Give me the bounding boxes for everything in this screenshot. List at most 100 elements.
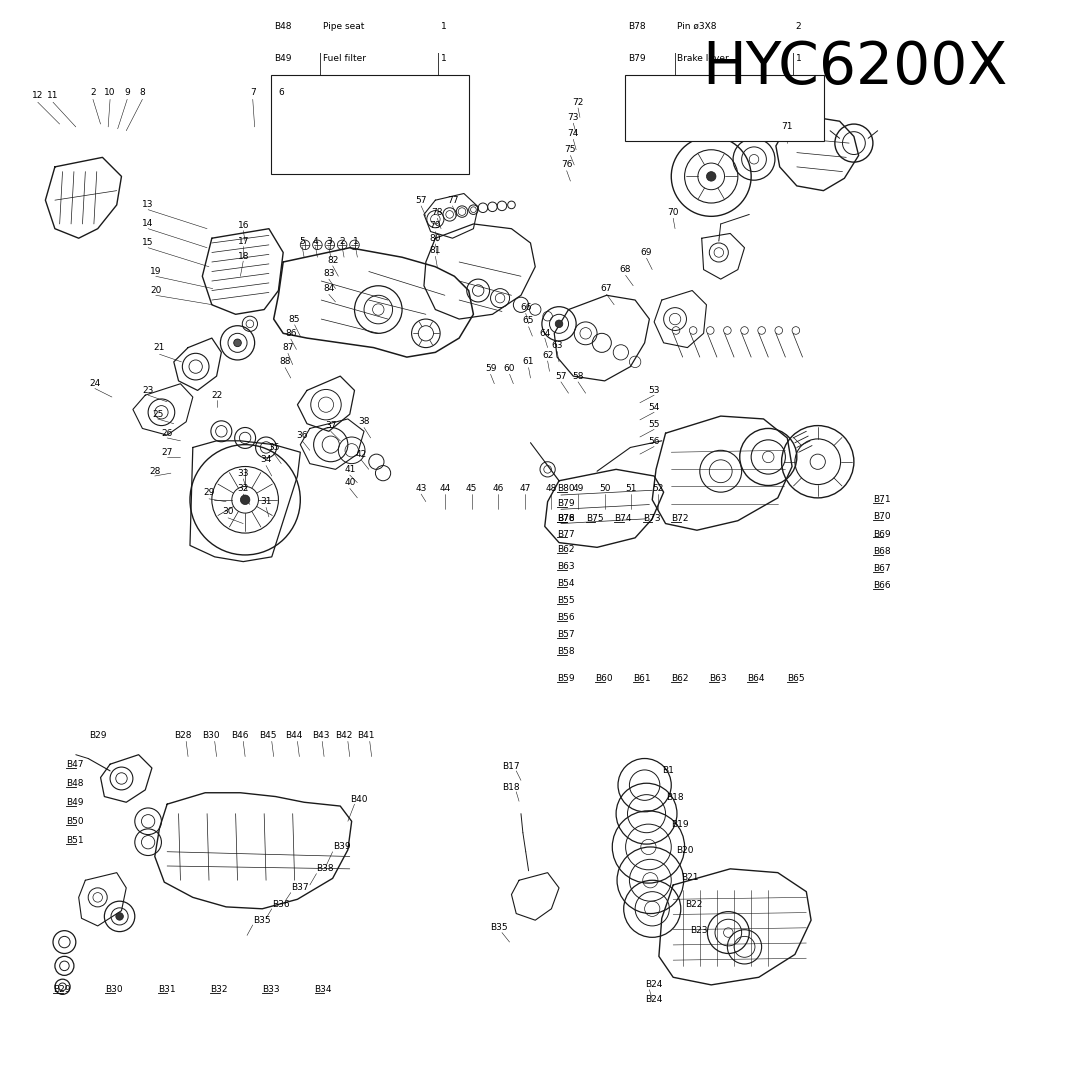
Text: B30: B30 bbox=[106, 985, 123, 994]
Text: B54: B54 bbox=[557, 579, 575, 588]
Text: B76: B76 bbox=[557, 514, 575, 524]
Text: 22: 22 bbox=[211, 391, 222, 400]
Text: B37: B37 bbox=[291, 883, 309, 892]
Text: B18: B18 bbox=[502, 783, 519, 792]
Circle shape bbox=[555, 320, 563, 327]
Text: B33: B33 bbox=[262, 985, 280, 994]
Text: B62: B62 bbox=[672, 674, 689, 684]
Text: 19: 19 bbox=[150, 267, 162, 276]
Text: B55: B55 bbox=[557, 596, 575, 605]
Bar bbox=[625, 76, 824, 141]
Text: 34: 34 bbox=[260, 456, 272, 464]
Text: 72: 72 bbox=[572, 97, 583, 107]
Text: 82: 82 bbox=[327, 256, 338, 265]
Text: B59: B59 bbox=[557, 674, 575, 684]
Text: 64: 64 bbox=[539, 328, 551, 338]
Text: 60: 60 bbox=[503, 364, 515, 373]
Text: 57: 57 bbox=[555, 372, 567, 380]
Text: B35: B35 bbox=[490, 923, 509, 932]
Text: B62: B62 bbox=[557, 544, 575, 554]
Text: B68: B68 bbox=[873, 546, 891, 555]
Text: 25: 25 bbox=[152, 409, 163, 419]
Text: 49: 49 bbox=[572, 484, 583, 492]
Text: 76: 76 bbox=[561, 161, 572, 170]
Text: B43: B43 bbox=[312, 731, 329, 740]
Text: B35: B35 bbox=[253, 916, 270, 924]
Text: 58: 58 bbox=[572, 372, 584, 380]
Text: 1: 1 bbox=[441, 22, 447, 30]
Text: B49: B49 bbox=[66, 798, 84, 807]
Text: 88: 88 bbox=[280, 357, 291, 366]
Circle shape bbox=[241, 495, 249, 504]
Text: B23: B23 bbox=[690, 927, 707, 935]
Text: 53: 53 bbox=[648, 386, 660, 395]
Text: B63: B63 bbox=[557, 562, 575, 571]
Text: B42: B42 bbox=[336, 731, 353, 740]
Text: B29: B29 bbox=[90, 731, 107, 740]
Text: B31: B31 bbox=[158, 985, 175, 994]
Text: 33: 33 bbox=[238, 469, 249, 477]
Text: 1: 1 bbox=[796, 54, 801, 64]
Text: 80: 80 bbox=[430, 233, 441, 243]
Text: B61: B61 bbox=[633, 674, 651, 684]
Text: 68: 68 bbox=[620, 265, 632, 274]
Text: B40: B40 bbox=[350, 795, 367, 804]
Text: 65: 65 bbox=[523, 316, 535, 325]
Text: B28: B28 bbox=[174, 731, 191, 740]
Text: 47: 47 bbox=[519, 484, 530, 492]
Text: 2: 2 bbox=[90, 89, 96, 97]
Text: B47: B47 bbox=[66, 759, 84, 769]
Text: 54: 54 bbox=[648, 403, 660, 413]
Text: 40: 40 bbox=[345, 478, 355, 487]
Text: 26: 26 bbox=[161, 429, 173, 437]
Text: 46: 46 bbox=[492, 484, 504, 492]
Text: 9: 9 bbox=[124, 89, 130, 97]
Text: 28: 28 bbox=[149, 467, 161, 476]
Text: 74: 74 bbox=[568, 130, 579, 138]
Text: 75: 75 bbox=[565, 145, 577, 154]
Text: Pin ø3X8: Pin ø3X8 bbox=[677, 22, 717, 30]
Text: B38: B38 bbox=[316, 864, 334, 874]
Text: 35: 35 bbox=[268, 443, 280, 451]
Text: 63: 63 bbox=[552, 341, 563, 350]
Text: B74: B74 bbox=[615, 514, 632, 524]
Text: B64: B64 bbox=[747, 674, 765, 684]
Text: 13: 13 bbox=[143, 201, 153, 210]
Text: B49: B49 bbox=[273, 54, 292, 64]
Text: 71: 71 bbox=[782, 122, 793, 132]
Text: B20: B20 bbox=[676, 847, 693, 855]
Text: B22: B22 bbox=[686, 900, 703, 908]
Text: 62: 62 bbox=[542, 351, 553, 360]
Text: 42: 42 bbox=[355, 449, 367, 459]
Text: B57: B57 bbox=[557, 631, 575, 639]
Text: 57: 57 bbox=[416, 195, 427, 205]
Text: 30: 30 bbox=[222, 507, 233, 515]
Text: 20: 20 bbox=[150, 286, 161, 295]
Text: B17: B17 bbox=[502, 761, 519, 771]
Circle shape bbox=[116, 913, 123, 920]
Text: B18: B18 bbox=[666, 793, 684, 802]
Text: B56: B56 bbox=[557, 613, 575, 622]
Text: B39: B39 bbox=[333, 842, 350, 851]
Text: 4: 4 bbox=[313, 237, 319, 245]
Text: B79: B79 bbox=[557, 499, 575, 508]
Text: B78: B78 bbox=[557, 514, 575, 524]
Text: B72: B72 bbox=[672, 514, 689, 524]
Text: 59: 59 bbox=[485, 364, 497, 373]
Text: B67: B67 bbox=[873, 564, 891, 572]
Text: 1: 1 bbox=[352, 237, 359, 245]
Text: 27: 27 bbox=[161, 448, 173, 457]
Text: B30: B30 bbox=[202, 731, 220, 740]
Text: B80: B80 bbox=[557, 484, 575, 492]
Text: 15: 15 bbox=[143, 239, 153, 247]
Text: 31: 31 bbox=[260, 497, 272, 507]
Text: 81: 81 bbox=[430, 246, 441, 255]
Text: 3: 3 bbox=[326, 237, 332, 245]
Text: B70: B70 bbox=[873, 512, 891, 522]
Text: 55: 55 bbox=[648, 420, 660, 429]
Text: B69: B69 bbox=[873, 529, 891, 539]
Text: 7: 7 bbox=[249, 89, 256, 97]
Text: B48: B48 bbox=[273, 22, 292, 30]
Text: 38: 38 bbox=[359, 417, 369, 427]
Text: 12: 12 bbox=[32, 91, 43, 100]
